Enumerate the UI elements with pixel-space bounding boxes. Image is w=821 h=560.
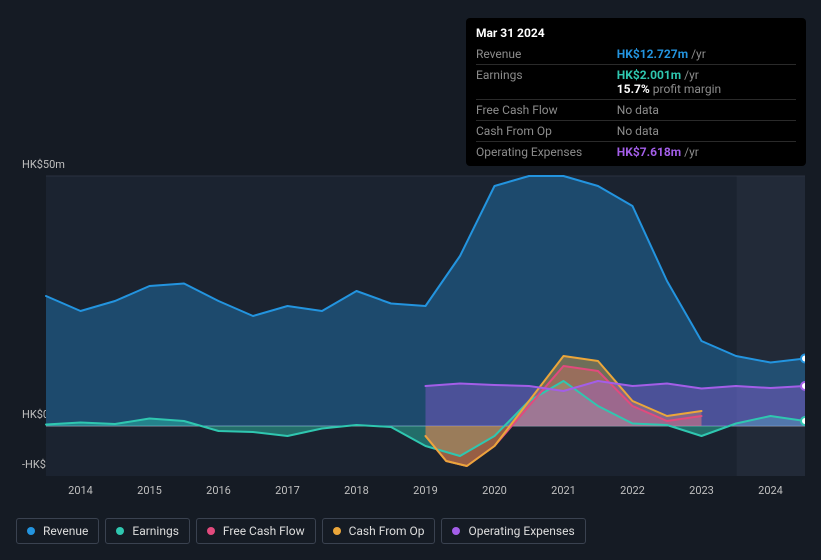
legend-item-earnings[interactable]: Earnings [105,518,190,544]
legend-item-revenue[interactable]: Revenue [16,518,99,544]
legend-label: Cash From Op [349,524,425,538]
data-tooltip: Mar 31 2024 RevenueHK$12.727m /yrEarning… [466,18,806,166]
x-axis-label: 2017 [275,484,300,497]
tooltip-row-label: Revenue [476,44,617,65]
legend-item-fcf[interactable]: Free Cash Flow [196,518,316,544]
x-axis-label: 2018 [344,484,369,497]
x-axis-label: 2021 [551,484,576,497]
tooltip-row-label: Earnings [476,65,617,100]
tooltip-row-value: No data [617,100,796,121]
tooltip-row-label: Cash From Op [476,121,617,142]
x-axis-label: 2019 [413,484,438,497]
legend-dot-icon [452,527,460,535]
legend-label: Earnings [132,524,179,538]
x-axis-label: 2022 [620,484,645,497]
legend-label: Free Cash Flow [223,524,305,538]
x-axis-label: 2015 [137,484,162,497]
x-axis-label: 2020 [482,484,507,497]
legend-label: Operating Expenses [468,524,574,538]
tooltip-row-value: HK$12.727m /yr [617,44,796,65]
tooltip-row-label: Operating Expenses [476,142,617,163]
legend: Revenue Earnings Free Cash Flow Cash From O… [16,518,586,544]
legend-dot-icon [207,527,215,535]
tooltip-row-label: Free Cash Flow [476,100,617,121]
area-chart[interactable] [16,160,805,476]
tooltip-row-value: No data [617,121,796,142]
tooltip-table: RevenueHK$12.727m /yrEarningsHK$2.001m /… [476,44,796,162]
legend-label: Revenue [43,524,88,538]
x-axis-label: 2023 [689,484,714,497]
legend-dot-icon [27,527,35,535]
x-axis: 2014 2015 2016 2017 2018 2019 2020 2021 2022 2023… [16,484,805,500]
x-axis-label: 2024 [758,484,783,497]
legend-dot-icon [116,527,124,535]
x-axis-label: 2016 [206,484,231,497]
tooltip-row-value: HK$2.001m /yr15.7% profit margin [617,65,796,100]
legend-item-opex[interactable]: Operating Expenses [441,518,585,544]
tooltip-date: Mar 31 2024 [476,26,796,40]
x-axis-label: 2014 [68,484,93,497]
legend-dot-icon [333,527,341,535]
tooltip-row-value: HK$7.618m /yr [617,142,796,163]
legend-item-cfo[interactable]: Cash From Op [322,518,436,544]
